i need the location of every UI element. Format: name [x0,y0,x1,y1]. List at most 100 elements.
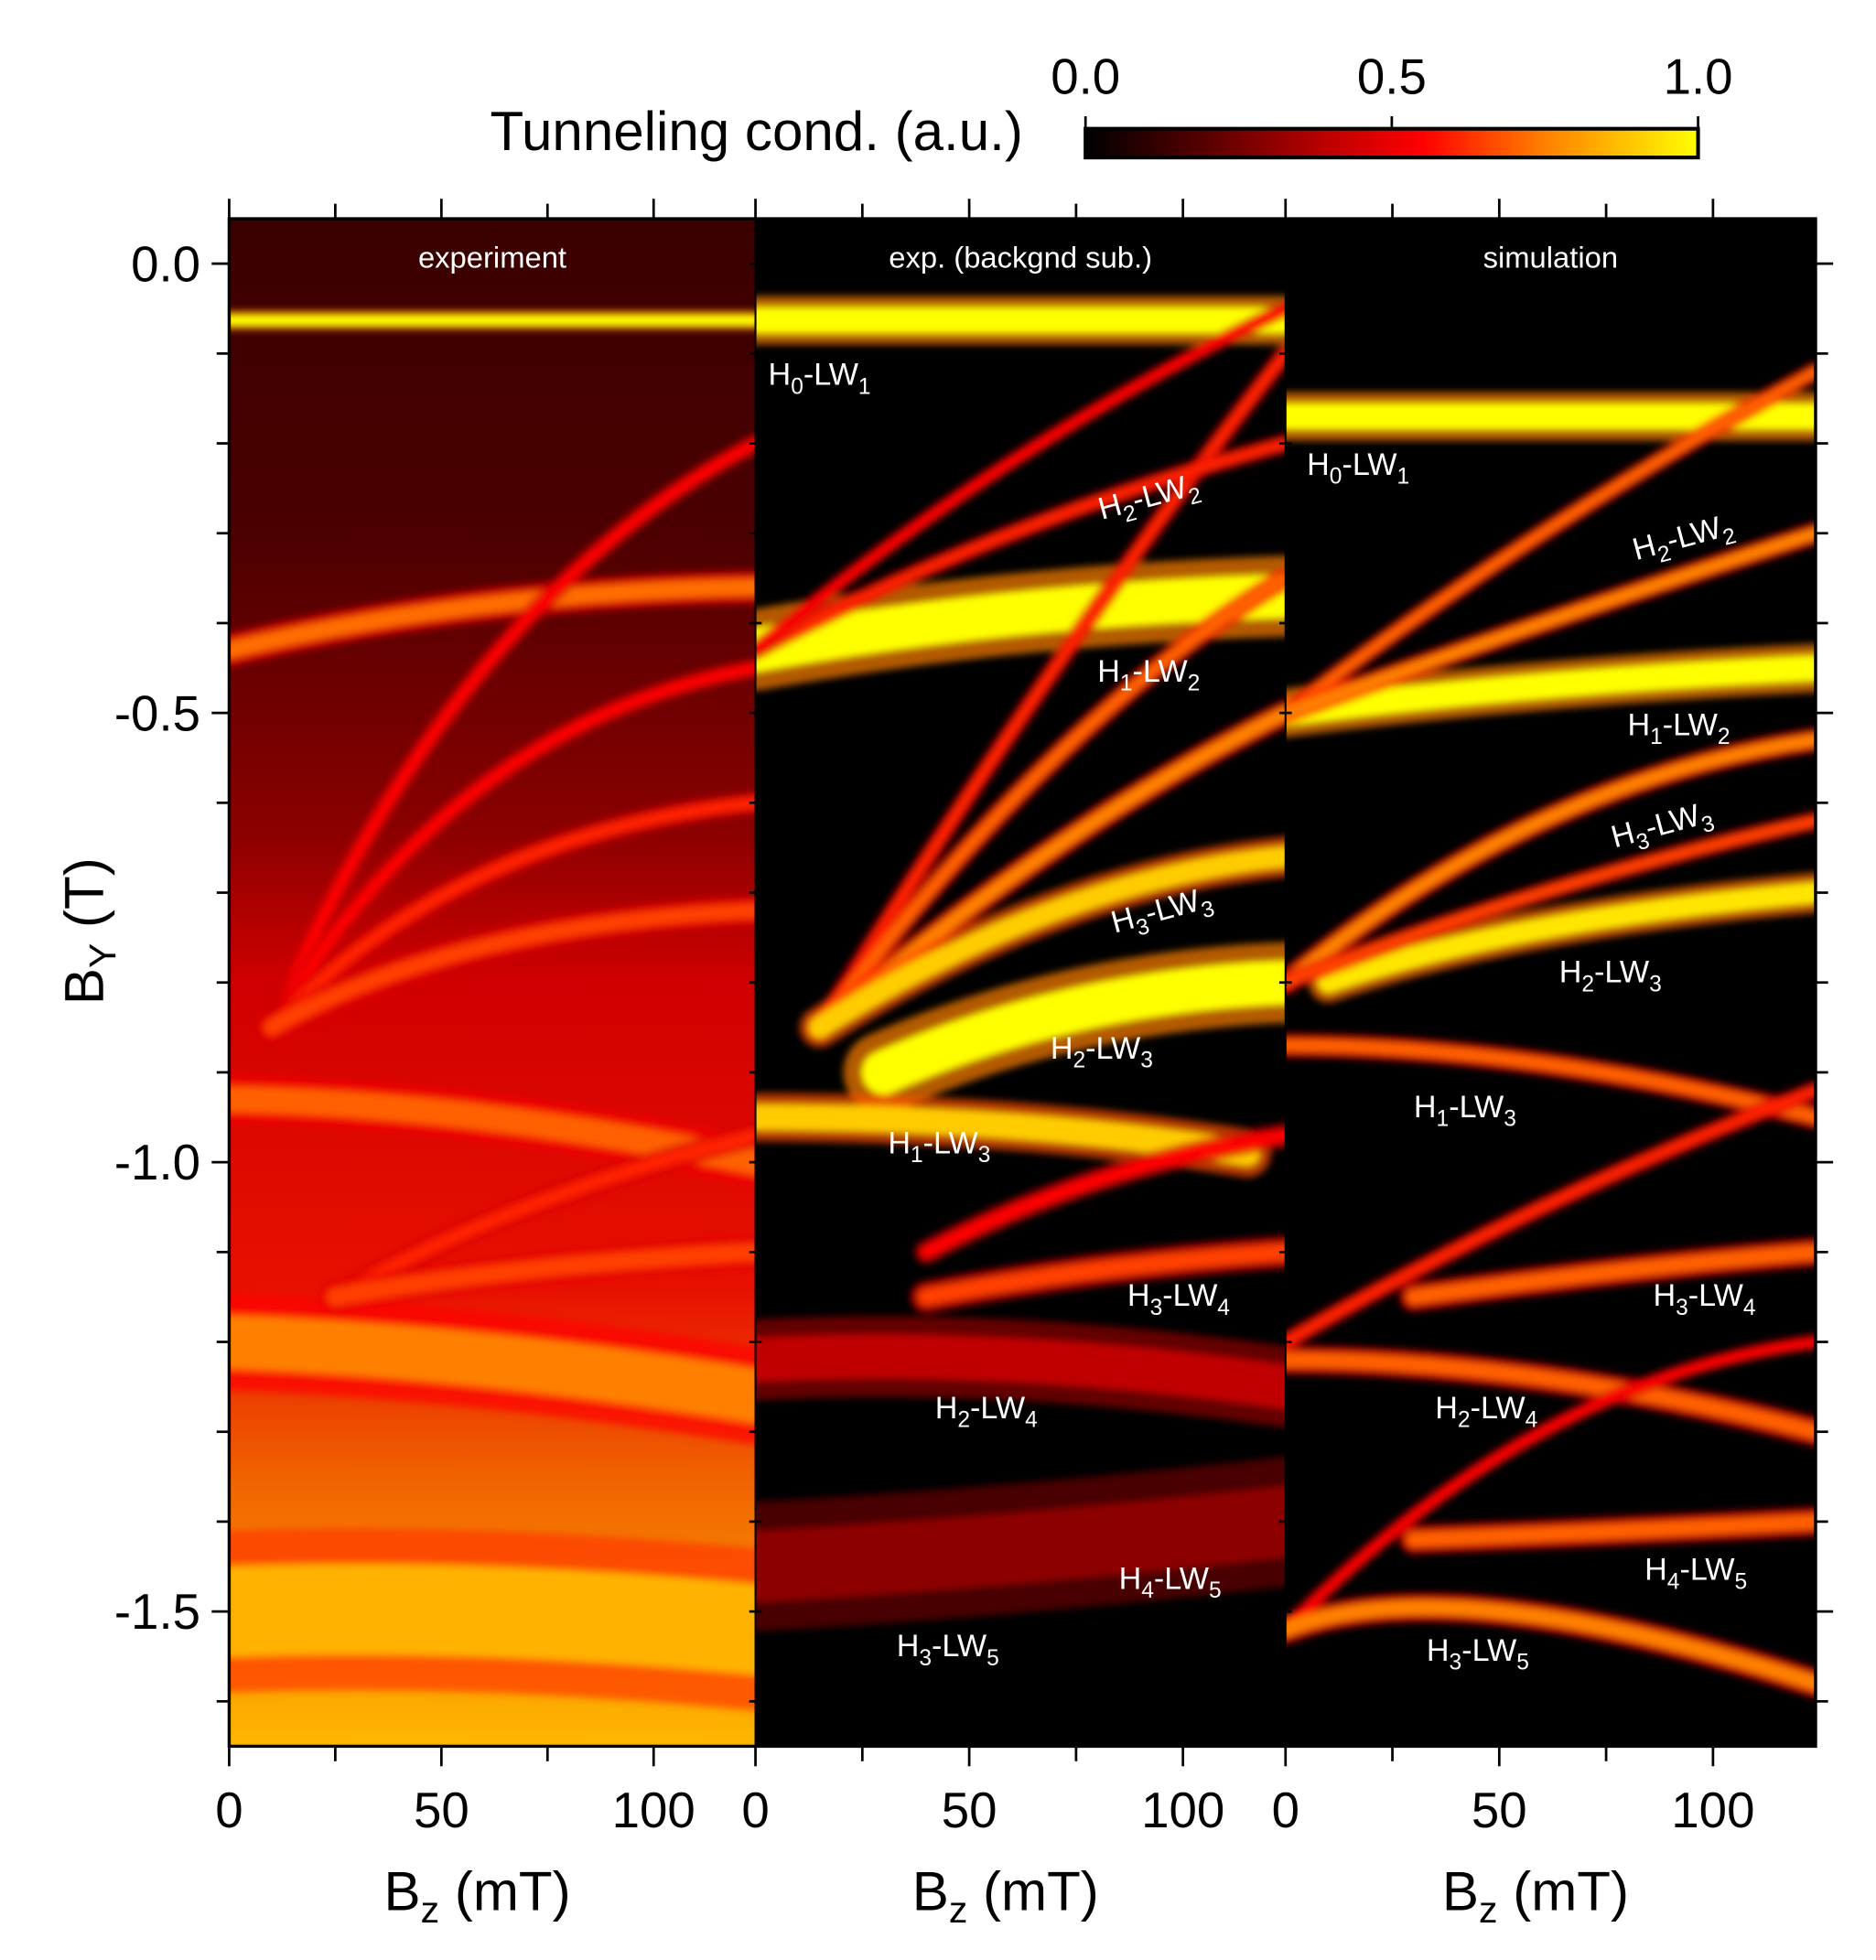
band [265,662,756,1033]
y-axis-label: BY (T) [53,857,124,1005]
x-axis-label: Bz (mT) [384,1860,571,1931]
subscript: 2 [1581,972,1594,996]
annotation-label: H1-LW2 [1627,708,1730,750]
panel-experiment: experiment 0 50 100 Bz (mT) [215,199,756,1931]
annotation-label: H4-LW5 [1644,1553,1747,1595]
subscript: 4 [1526,1408,1538,1433]
annotation-text: H [1119,1562,1142,1597]
subscript: 4 [1025,1408,1038,1433]
x-tick-label: 100 [612,1782,695,1838]
subscript: 3 [978,1143,991,1168]
subscript: 5 [1516,1651,1529,1675]
band [917,1243,1286,1307]
annotation-label: H1-LW3 [1414,1090,1516,1132]
subscript: 1 [1396,464,1409,489]
annotation-text: H [935,1391,958,1426]
subscript: 3 [1150,1296,1163,1320]
heatmap-bands [229,310,756,1711]
subscript: 3 [1676,1296,1688,1320]
x-axis-label-subscript: z [1479,1889,1497,1931]
annotation-text: -LW [1688,1278,1744,1313]
annotation-label: H1-LW3 [888,1125,990,1168]
subscript: 3 [1504,1107,1516,1132]
subscript: 4 [1743,1296,1756,1320]
annotation-text: H [888,1125,911,1160]
subscript: 3 [1199,897,1217,924]
subscript: 4 [1141,1578,1154,1603]
subscript: 4 [1217,1296,1230,1320]
subscript: 3 [1699,811,1718,838]
band [1406,1513,1816,1548]
annotation-text: -LW [1133,654,1189,689]
subscript: 1 [1120,671,1133,695]
panel-title: simulation [1483,240,1619,274]
annotation-label: H0-LW1 [1307,447,1409,490]
annotation-text: H [1307,447,1330,482]
annotation-label: H3-LW5 [897,1629,999,1671]
x-axis-label-text: B [1442,1860,1479,1922]
annotation-label: H2-LW3 [1559,955,1662,997]
annotation-text: H [1435,1391,1458,1426]
x-axis-label-text: (mT) [439,1860,570,1922]
band [1285,1352,1816,1440]
band [1285,1337,1816,1634]
band [755,1333,1286,1410]
annotation-text: -LW [1449,1090,1504,1125]
panel-exp-backgnd-sub-: exp. (backgnd sub.)H0-LW1H2-LW2H1-LW2H3-… [741,199,1286,1931]
subscript: 4 [1667,1569,1680,1594]
x-tick-label: 50 [414,1782,469,1838]
x-tick-label: 0 [215,1782,243,1838]
x-axis-label-subscript: z [949,1889,967,1931]
annotation-text: -LW [970,1391,1026,1426]
annotation-label: H1-LW2 [1097,654,1200,696]
subscript: 0 [1330,464,1342,489]
annotation-text: -LW [803,358,859,393]
band [265,437,756,1033]
subscript: 2 [1186,483,1204,511]
band [1285,1084,1816,1348]
band [861,960,1286,1095]
annotation-text: H [1644,1553,1667,1588]
x-tick-label: 0 [741,1782,769,1838]
colorbar-label: Tunneling cond. (a.u.) [491,101,1023,162]
band [1285,366,1816,719]
heatmap [1285,219,1816,1747]
x-axis-label: Bz (mT) [912,1860,1099,1931]
y-tick-label: 0.0 [131,236,200,292]
band [755,304,1286,655]
colorbar-tick-label: 0.5 [1357,48,1427,104]
subscript: 2 [1073,1049,1086,1073]
annotation-text: -LW [1162,1278,1218,1313]
y-tick-label: -1.5 [114,1584,200,1640]
annotation-text: H [1097,654,1120,689]
annotation-label: H3-LW4 [1127,1278,1230,1320]
subscript: 1 [858,374,871,399]
x-axis-label-text: (mT) [967,1860,1098,1922]
annotation-label: H2-LW2 [1094,467,1204,533]
annotation-text: -LW [1594,955,1650,990]
annotation-text: -LW [1471,1391,1526,1426]
subscript: 1 [1437,1107,1450,1132]
subscript: 2 [1458,1408,1471,1433]
panel-title: exp. (backgnd sub.) [889,240,1152,274]
annotation-label: H3-LW5 [1427,1633,1529,1675]
colorbar: Tunneling cond. (a.u.) 0.0 0.5 1.0 [491,48,1733,161]
annotation-label: H3-LW4 [1653,1278,1755,1320]
x-tick-label: 100 [1141,1782,1224,1838]
x-tick-label: 100 [1671,1782,1754,1838]
subscript: 1 [911,1143,923,1168]
y-axis-label-subscript: Y [81,943,124,968]
annotation-text: -LW [932,1629,987,1664]
band [755,1485,1286,1603]
band [755,437,1286,656]
annotation-text: H [1627,708,1650,743]
band [326,1243,756,1307]
panel-title: experiment [418,240,566,274]
subscript: 0 [791,374,803,399]
band [1285,526,1816,720]
annotation-label: H2-LW4 [935,1391,1038,1433]
annotation-text: H [1653,1278,1676,1313]
band [755,573,1286,673]
annotation-text: -LW [1461,1633,1517,1668]
